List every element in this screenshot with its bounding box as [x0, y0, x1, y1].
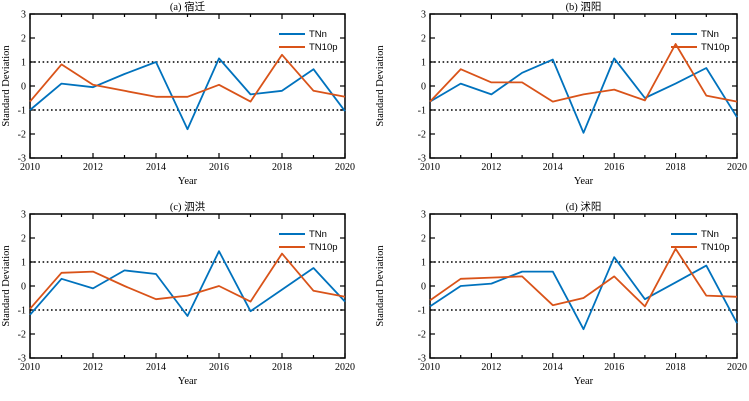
y-tick-label: 0	[21, 282, 26, 293]
plot-frame	[429, 213, 738, 359]
x-tick-label: 2016	[209, 162, 229, 173]
y-axis-label: Standard Deviation	[1, 45, 12, 127]
y-tick-label: 3	[21, 210, 26, 221]
x-axis-label: Year	[178, 376, 198, 387]
y-tick-label: 2	[421, 234, 426, 245]
x-tick-label: 2016	[209, 362, 229, 373]
series-line-tnn	[29, 57, 346, 131]
plot-frame	[29, 213, 346, 359]
x-tick-label: 2012	[481, 162, 501, 173]
x-tick-label: 2020	[727, 362, 747, 373]
y-axis-label: Standard Deviation	[375, 245, 386, 327]
chart-a-svg: 2010 2012 2014 2016 2018 2020 -3 -2 -1 0 1 2 3 TNn TN1…	[1, 0, 355, 187]
x-tick-label: 2010	[20, 362, 40, 373]
legend-label-tn10p: TN10p	[701, 42, 730, 53]
legend-label-tnn: TNn	[701, 29, 719, 40]
chart-title: (a) 宿迁	[170, 0, 206, 13]
x-tick-label: 2016	[604, 362, 624, 373]
x-axis-label: Year	[574, 376, 594, 387]
y-tick-label: -3	[18, 354, 26, 365]
x-tick-label: 2016	[604, 162, 624, 173]
x-tick-label: 2020	[335, 362, 355, 373]
y-tick-label: -2	[18, 330, 26, 341]
series-line-tnn	[29, 250, 346, 317]
y-tick-label: 1	[21, 258, 26, 269]
x-tick-label: 2014	[146, 362, 166, 373]
y-tick-label: 3	[421, 10, 426, 21]
y-tick-label: 1	[21, 58, 26, 69]
legend-label-tnn: TNn	[309, 29, 327, 40]
x-tick-label: 2020	[335, 162, 355, 173]
y-tick-label: 0	[21, 82, 26, 93]
chart-b-svg: 2010 2012 2014 2016 2018 2020 -3 -2 -1 0 1 2 3 TNn TN1…	[375, 1, 747, 187]
x-tick-label: 2018	[666, 362, 686, 373]
y-tick-label: -1	[418, 106, 426, 117]
chart-c-sihong: 2010 2012 2014 2016 2018 2020 -3 -2 -1 0 1 2 3 TNn TN1…	[0, 200, 374, 401]
y-tick-label: -3	[18, 154, 26, 165]
chart-c-svg: 2010 2012 2014 2016 2018 2020 -3 -2 -1 0 1 2 3 TNn TN1…	[1, 201, 355, 387]
series-line-tn10p	[29, 252, 346, 310]
series-line-tnn	[429, 57, 738, 134]
y-tick-label: 2	[21, 34, 26, 45]
x-tick-label: 2012	[481, 362, 501, 373]
legend-label-tn10p: TN10p	[701, 242, 730, 253]
legend-label-tnn: TNn	[701, 229, 719, 240]
x-tick-label: 2014	[543, 162, 563, 173]
chart-title: (c) 泗洪	[170, 201, 206, 213]
y-tick-label: -3	[418, 354, 426, 365]
series-line-tn10p	[429, 43, 738, 103]
y-tick-label: -1	[418, 306, 426, 317]
x-tick-label: 2018	[272, 362, 292, 373]
x-tick-label: 2010	[420, 362, 440, 373]
x-tick-label: 2012	[83, 362, 103, 373]
x-tick-label: 2018	[666, 162, 686, 173]
y-tick-label: -2	[418, 130, 426, 141]
y-tick-label: 0	[421, 282, 426, 293]
series-line-tnn	[429, 256, 738, 331]
x-tick-label: 2010	[20, 162, 40, 173]
y-tick-label: -1	[18, 306, 26, 317]
legend-label-tn10p: TN10p	[309, 242, 338, 253]
x-tick-label: 2010	[420, 162, 440, 173]
y-tick-label: 1	[421, 258, 426, 269]
x-axis-label: Year	[574, 176, 594, 187]
chart-title: (b) 泗阳	[566, 1, 602, 13]
y-axis-label: Standard Deviation	[1, 245, 12, 327]
x-axis-label: Year	[178, 176, 198, 187]
legend-label-tn10p: TN10p	[309, 42, 338, 53]
x-tick-label: 2014	[146, 162, 166, 173]
y-tick-label: 0	[421, 82, 426, 93]
chart-d-shuyang: 2010 2012 2014 2016 2018 2020 -3 -2 -1 0 1 2 3 TNn TN1…	[374, 200, 749, 401]
y-tick-label: 3	[421, 210, 426, 221]
chart-b-siyang: 2010 2012 2014 2016 2018 2020 -3 -2 -1 0 1 2 3 TNn TN1…	[374, 0, 749, 200]
y-tick-label: 2	[421, 34, 426, 45]
y-tick-label: 1	[421, 58, 426, 69]
x-tick-label: 2018	[272, 162, 292, 173]
chart-title: (d) 沭阳	[566, 201, 602, 213]
y-tick-label: -3	[418, 154, 426, 165]
legend-label-tnn: TNn	[309, 229, 327, 240]
series-line-tn10p	[429, 247, 738, 308]
chart-a-suqian: 2010 2012 2014 2016 2018 2020 -3 -2 -1 0 1 2 3 TNn TN1…	[0, 0, 374, 200]
y-axis-label: Standard Deviation	[375, 45, 386, 127]
x-tick-label: 2014	[543, 362, 563, 373]
x-tick-label: 2020	[727, 162, 747, 173]
y-tick-label: 3	[21, 10, 26, 21]
y-tick-label: -1	[18, 106, 26, 117]
plot-frame	[429, 13, 738, 159]
x-tick-label: 2012	[83, 162, 103, 173]
chart-d-svg: 2010 2012 2014 2016 2018 2020 -3 -2 -1 0 1 2 3 TNn TN1…	[375, 201, 747, 387]
y-tick-label: -2	[418, 330, 426, 341]
series-line-tn10p	[29, 53, 346, 103]
y-tick-label: 2	[21, 234, 26, 245]
y-tick-label: -2	[18, 130, 26, 141]
